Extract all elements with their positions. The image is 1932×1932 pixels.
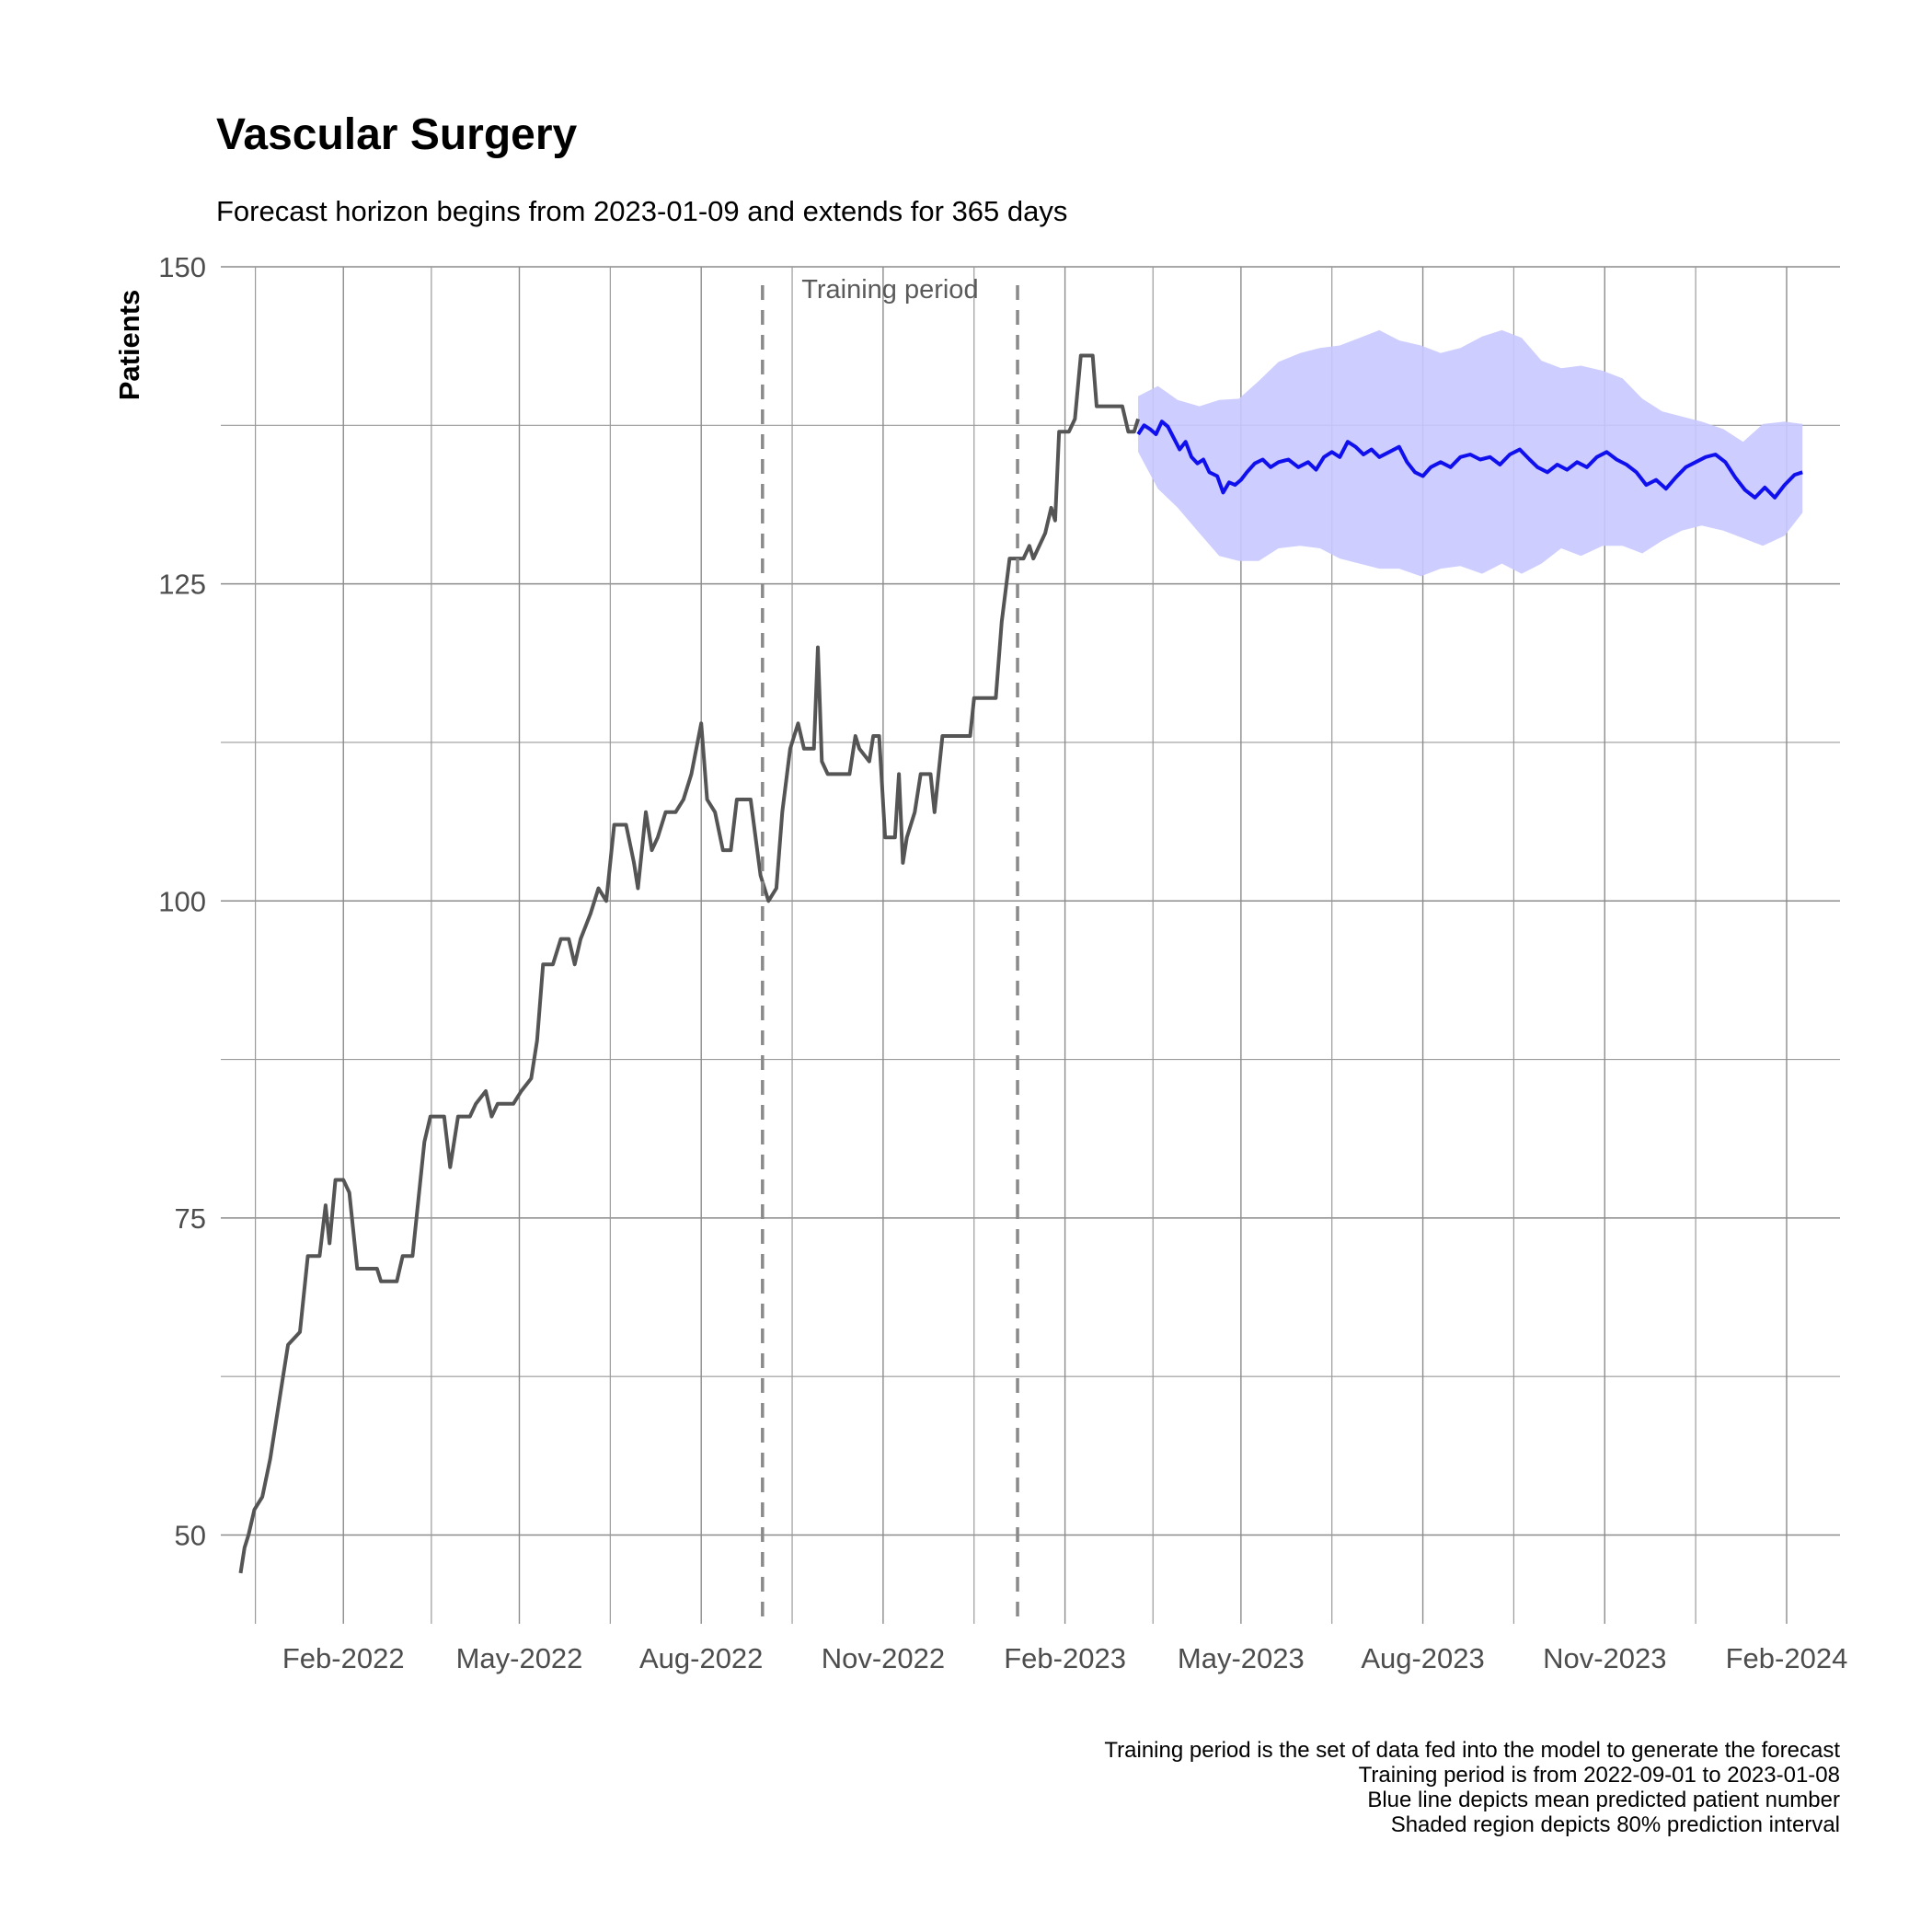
caption-line: Training period is the set of data fed i… xyxy=(1104,1738,1840,1763)
caption-line: Training period is from 2022-09-01 to 20… xyxy=(1359,1763,1840,1788)
y-axis-ticks: 50 75 100 125 150 xyxy=(158,251,206,1552)
chart-subtitle: Forecast horizon begins from 2023-01-09 … xyxy=(216,195,1067,227)
training-period-label: Training period xyxy=(801,275,978,305)
y-tick-label: 125 xyxy=(158,569,206,601)
training-period-markers xyxy=(761,285,1019,1624)
grid-lines xyxy=(221,266,1840,1624)
x-axis-ticks: Feb-2022 May-2022 Aug-2022 Nov-2022 Feb-2023… xyxy=(282,1642,1847,1674)
x-tick-label: Aug-2023 xyxy=(1361,1642,1484,1674)
chart-caption: Training period is the set of data fed i… xyxy=(1104,1738,1840,1837)
x-tick-label: Feb-2022 xyxy=(282,1642,405,1674)
caption-line: Blue line depicts mean predicted patient… xyxy=(1367,1788,1840,1812)
forecast-mean-line xyxy=(1136,420,1803,500)
x-tick-label: May-2023 xyxy=(1178,1642,1305,1674)
y-axis-label: Patients xyxy=(113,290,145,401)
observed-patients-line xyxy=(238,353,1141,1574)
x-tick-label: Nov-2023 xyxy=(1543,1642,1666,1674)
y-tick-label: 100 xyxy=(158,885,206,917)
y-tick-label: 150 xyxy=(158,251,206,283)
x-tick-label: Aug-2022 xyxy=(639,1642,763,1674)
series-lines xyxy=(238,353,1803,1574)
x-tick-label: Feb-2023 xyxy=(1004,1642,1126,1674)
x-tick-label: May-2022 xyxy=(456,1642,583,1674)
y-tick-label: 50 xyxy=(175,1520,206,1552)
x-tick-label: Feb-2024 xyxy=(1726,1642,1848,1674)
y-tick-label: 75 xyxy=(175,1202,206,1235)
caption-line: Shaded region depicts 80% prediction int… xyxy=(1391,1812,1840,1837)
chart-title: Vascular Surgery xyxy=(216,110,578,159)
x-tick-label: Nov-2022 xyxy=(822,1642,945,1674)
